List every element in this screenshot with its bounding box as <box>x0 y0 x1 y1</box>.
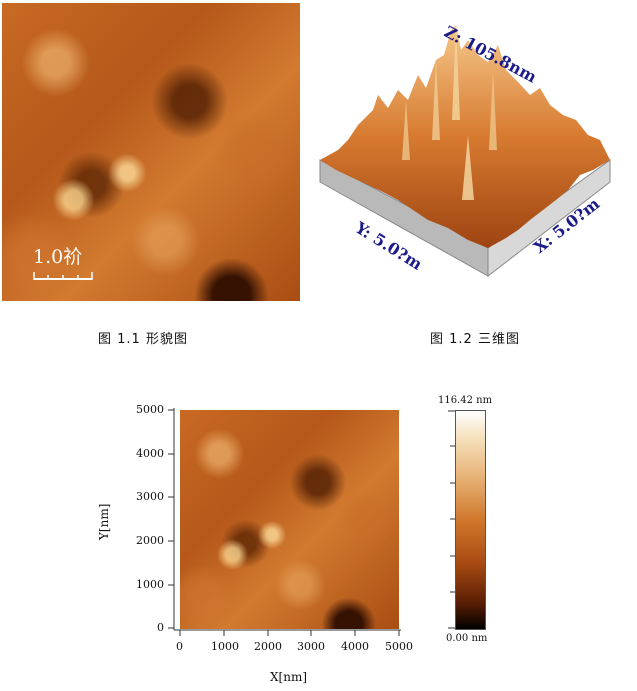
y-tick-label: 2000 <box>136 534 164 547</box>
figure-2-caption: 图 1.2 三维图 <box>430 332 520 347</box>
x-tick-label: 4000 <box>341 640 369 653</box>
surface-peaks <box>452 25 460 120</box>
surface-peak-4 <box>489 70 497 150</box>
scale-bar-label: 1.0祄 <box>33 246 83 268</box>
colorbar <box>455 410 486 630</box>
colorbar-min-label: 0.00 nm <box>446 633 488 644</box>
x-tick-label: 0 <box>176 640 183 653</box>
x-tick-label: 5000 <box>385 640 413 653</box>
x-tick-label: 2000 <box>254 640 282 653</box>
scale-bar <box>33 266 93 280</box>
topography-image <box>2 3 300 301</box>
y-tick-label: 0 <box>157 621 164 634</box>
y-tick-label: 4000 <box>136 447 164 460</box>
base-right-side <box>487 159 611 278</box>
surface-peak-3 <box>402 100 410 160</box>
surface-mesh <box>320 25 610 248</box>
x-tick-label: 3000 <box>297 640 325 653</box>
x-axis-title: X[nm] <box>270 670 308 684</box>
surface-3d-view <box>319 25 611 278</box>
surface-peak-5 <box>432 60 440 140</box>
colorbar-max-label: 116.42 nm <box>438 395 493 406</box>
y-tick-label: 3000 <box>136 490 164 503</box>
y-axis-title: Y[nm] <box>97 503 111 540</box>
x-tick-label: 1000 <box>211 640 239 653</box>
y-tick-label: 1000 <box>136 578 164 591</box>
figure-1-caption: 图 1.1 形貌图 <box>98 332 188 347</box>
y-tick-label: 5000 <box>136 403 164 416</box>
height-map-image <box>180 410 399 629</box>
scale-bar-line <box>33 272 93 280</box>
surface-peak-2 <box>462 135 474 200</box>
colorbar-ticks <box>448 410 455 629</box>
plot-axes <box>168 408 401 636</box>
